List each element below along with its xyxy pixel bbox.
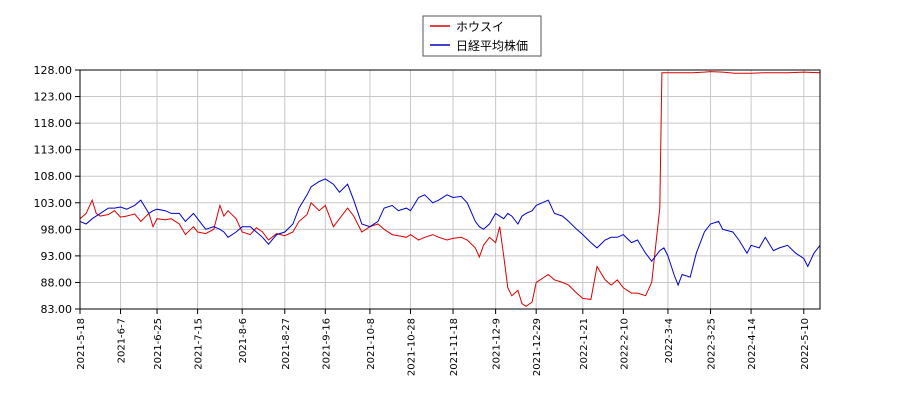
axes: 83.00 88.00 93.00 98.00 103.00 108.00 113.00 11…: [34, 64, 821, 376]
x-tick-label: 2021-11-18: [449, 318, 460, 376]
y-tick-label: 98.00: [41, 223, 73, 236]
x-tick-label: 2021-9-16: [321, 318, 332, 370]
x-tick-label: 2022-1-21: [579, 318, 590, 370]
grid: [79, 69, 820, 310]
x-tick-label: 2022-5-10: [800, 318, 811, 370]
y-tick-label: 128.00: [34, 64, 73, 77]
y-tick-label: 103.00: [34, 197, 73, 210]
legend-box: [422, 15, 542, 57]
legend: ホウスイ 日経平均株価: [422, 15, 542, 57]
x-tick-label: 2022-3-25: [707, 318, 718, 370]
x-tick-label: 2021-10-8: [366, 318, 377, 370]
plot-frame: [79, 69, 821, 310]
x-tick-label: 2021-6-7: [117, 318, 128, 363]
y-tick-label: 123.00: [34, 91, 73, 104]
series-line-1: [79, 178, 821, 287]
y-tick-label: 108.00: [34, 170, 73, 183]
series-lines: [79, 71, 821, 307]
x-tick-label: 2022-2-10: [619, 318, 630, 370]
series-line-0: [79, 71, 821, 307]
x-tick-label: 2021-12-9: [492, 318, 503, 370]
legend-label-nikkei: 日経平均株価: [456, 38, 528, 53]
y-tick-label: 93.00: [41, 250, 73, 263]
x-tick-label: 2021-5-18: [76, 318, 87, 370]
x-tick-label: 2021-8-6: [238, 318, 249, 363]
x-tick-label: 2021-7-15: [194, 318, 205, 370]
x-tick-label: 2021-12-29: [532, 318, 543, 376]
x-tick-label: 2021-6-25: [153, 318, 164, 370]
y-tick-label: 118.00: [34, 117, 73, 130]
x-tick-label: 2022-3-4: [664, 318, 675, 363]
y-tick-label: 113.00: [34, 144, 73, 157]
y-tick-label: 83.00: [41, 303, 73, 316]
x-tick-label: 2021-8-27: [281, 318, 292, 370]
x-tick-label: 2021-10-28: [406, 318, 417, 376]
x-tick-label: 2022-4-14: [747, 318, 758, 370]
legend-label-houssui: ホウスイ: [456, 20, 504, 34]
y-tick-label: 88.00: [41, 276, 73, 289]
